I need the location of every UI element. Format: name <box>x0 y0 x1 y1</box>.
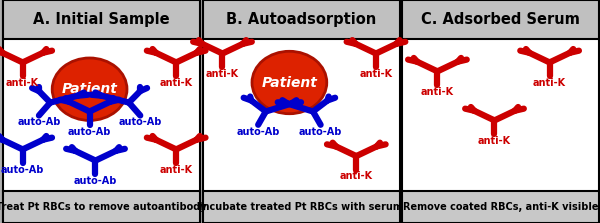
Text: anti-K: anti-K <box>421 87 454 97</box>
Text: B. Autoadsorption: B. Autoadsorption <box>226 12 376 27</box>
Text: A. Initial Sample: A. Initial Sample <box>33 12 170 27</box>
FancyBboxPatch shape <box>402 0 599 223</box>
Text: anti-K: anti-K <box>206 69 239 79</box>
FancyBboxPatch shape <box>203 0 400 39</box>
Text: auto-Ab: auto-Ab <box>74 176 117 186</box>
FancyBboxPatch shape <box>3 0 200 223</box>
Text: Patient: Patient <box>62 82 118 96</box>
Text: anti-K: anti-K <box>340 171 373 182</box>
Text: auto-Ab: auto-Ab <box>68 127 111 137</box>
Text: Patient: Patient <box>262 76 317 89</box>
Ellipse shape <box>252 51 327 114</box>
FancyBboxPatch shape <box>203 191 400 223</box>
FancyBboxPatch shape <box>402 191 599 223</box>
Text: anti-K: anti-K <box>478 136 511 146</box>
Text: Treat Pt RBCs to remove autoantibody: Treat Pt RBCs to remove autoantibody <box>0 202 207 212</box>
FancyBboxPatch shape <box>3 191 200 223</box>
Text: C. Adsorbed Serum: C. Adsorbed Serum <box>421 12 580 27</box>
Text: auto-Ab: auto-Ab <box>236 127 280 136</box>
FancyBboxPatch shape <box>3 0 200 39</box>
Text: auto-Ab: auto-Ab <box>17 117 61 127</box>
Text: Remove coated RBCs, anti-K visible: Remove coated RBCs, anti-K visible <box>403 202 598 212</box>
Text: anti-K: anti-K <box>359 69 392 79</box>
Text: anti-K: anti-K <box>160 78 193 88</box>
Text: anti-K: anti-K <box>160 165 193 175</box>
Text: anti-K: anti-K <box>6 78 39 88</box>
Text: Incubate treated Pt RBCs with serum: Incubate treated Pt RBCs with serum <box>199 202 403 212</box>
FancyBboxPatch shape <box>402 0 599 39</box>
FancyBboxPatch shape <box>203 0 400 223</box>
Text: auto-Ab: auto-Ab <box>1 165 44 175</box>
Text: auto-Ab: auto-Ab <box>119 117 162 127</box>
Ellipse shape <box>52 58 127 120</box>
Text: anti-K: anti-K <box>533 78 566 88</box>
Text: auto-Ab: auto-Ab <box>299 127 342 136</box>
